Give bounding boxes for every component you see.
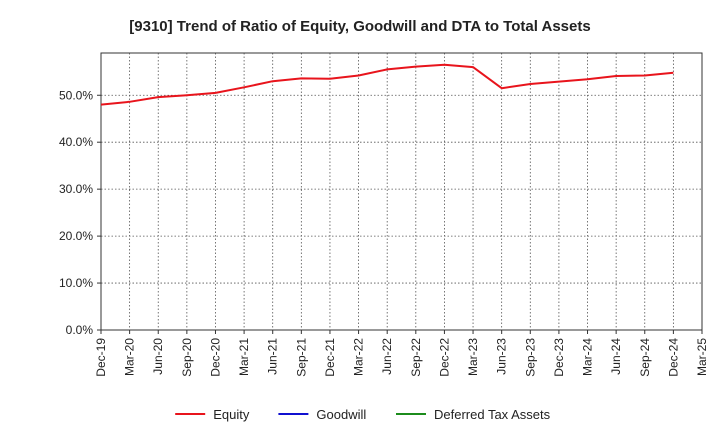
series-line-equity [100,63,674,106]
x-tick-label: Dec-20 [208,338,222,377]
x-tick-label: Dec-22 [437,338,451,377]
x-tick-label: Mar-20 [123,338,137,376]
x-tick-label: Mar-23 [466,338,480,376]
y-tick-label: 50.0% [59,88,93,102]
x-tick-label: Sep-24 [638,338,652,377]
plot-frame [100,52,703,331]
legend-label-deferred-tax-assets: Deferred Tax Assets [434,407,551,422]
x-tick-label: Jun-24 [609,338,623,375]
legend-label-equity: Equity [213,407,250,422]
y-tick-label: 30.0% [59,182,93,196]
x-tick-label: Sep-21 [294,338,308,377]
x-tick-label: Jun-22 [380,338,394,375]
x-tick-label: Mar-22 [352,338,366,376]
x-tick-label: Sep-23 [523,338,537,377]
x-tick-label: Sep-20 [180,338,194,377]
y-tick-label: 10.0% [59,276,93,290]
x-tick-label: Sep-22 [409,338,423,377]
x-tick-label: Jun-21 [266,338,280,375]
y-tick-label: 40.0% [59,135,93,149]
x-tick-label: Jun-23 [495,338,509,375]
x-tick-label: Dec-21 [323,338,337,377]
chart-title: [9310] Trend of Ratio of Equity, Goodwil… [129,18,590,35]
x-tick-label: Dec-23 [552,338,566,377]
plot-background [101,53,702,330]
x-tick-label: Mar-21 [237,338,251,376]
legend: Equity Goodwill Deferred Tax Assets [175,407,551,422]
x-tick-label: Dec-24 [666,338,680,377]
y-tick-label: 0.0% [66,323,94,337]
plot-area: 0.0% 10.0% 20.0% 30.0% 40.0% 50.0% Dec-19 Mar-2… [59,52,709,377]
legend-label-goodwill: Goodwill [316,407,366,422]
y-tick-label: 20.0% [59,229,93,243]
x-tick-label: Jun-20 [151,338,165,375]
x-tick-label: Mar-24 [581,338,595,376]
x-tick-label: Mar-25 [695,338,709,376]
x-tick-label: Dec-19 [94,338,108,377]
